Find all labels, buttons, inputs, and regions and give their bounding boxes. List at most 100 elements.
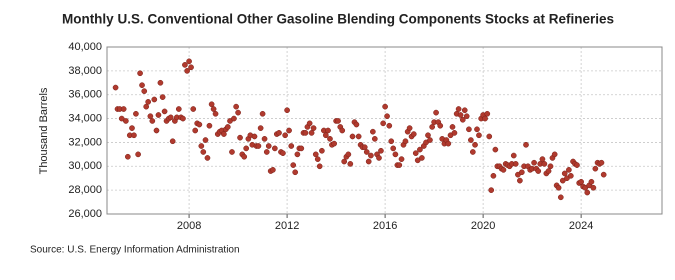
data-point (474, 126, 480, 133)
data-point (437, 122, 444, 129)
data-point (161, 108, 168, 115)
data-point (398, 156, 405, 162)
data-point (231, 115, 237, 122)
data-point (567, 172, 574, 179)
data-point (237, 134, 243, 141)
data-point (137, 70, 143, 77)
data-point (149, 118, 156, 124)
data-point (600, 171, 607, 178)
data-point (396, 162, 403, 168)
data-point (221, 131, 227, 137)
data-point (261, 136, 268, 142)
data-point (212, 110, 219, 117)
data-point (592, 165, 599, 172)
source-note: Source: U.S. Energy Information Administ… (30, 245, 240, 256)
data-point (322, 132, 329, 139)
y-tick-label: 32,000 (68, 136, 102, 148)
data-point (345, 151, 352, 158)
data-point (153, 127, 160, 134)
data-point (294, 151, 301, 158)
data-point (259, 110, 266, 117)
data-point (319, 147, 325, 154)
data-point (353, 121, 360, 128)
data-point (263, 149, 270, 155)
data-point (349, 133, 356, 140)
data-point (531, 159, 537, 166)
data-point (314, 156, 321, 162)
data-point (198, 143, 205, 149)
data-point (578, 178, 584, 185)
data-point (339, 127, 346, 134)
data-point (235, 109, 241, 116)
data-point (406, 125, 413, 131)
data-point (365, 158, 372, 165)
data-point (292, 169, 299, 176)
data-point (325, 127, 331, 134)
data-point (378, 147, 384, 154)
data-point (135, 151, 141, 158)
data-point (451, 130, 458, 136)
data-point (382, 103, 388, 110)
data-point (233, 103, 239, 110)
data-point (118, 115, 125, 122)
x-tick-label: 2016 (373, 220, 397, 232)
y-tick-label: 26,000 (68, 208, 102, 220)
data-point (276, 130, 282, 136)
data-point (371, 136, 378, 142)
data-point (139, 82, 145, 89)
data-point (414, 157, 421, 164)
data-point (190, 106, 197, 112)
data-point (202, 137, 209, 143)
data-point (143, 103, 150, 110)
data-point (312, 151, 319, 158)
data-point (255, 143, 262, 149)
data-point (167, 114, 174, 121)
data-point (210, 106, 217, 112)
data-point (417, 146, 423, 153)
data-point (188, 64, 194, 71)
data-point (145, 99, 152, 105)
data-point (472, 141, 478, 148)
data-point (355, 133, 362, 140)
y-tick-label: 28,000 (68, 184, 102, 196)
data-point (490, 172, 497, 179)
data-point (584, 189, 591, 196)
data-point (457, 112, 464, 118)
data-point (523, 141, 529, 148)
data-point (200, 149, 207, 155)
data-point (469, 149, 476, 155)
data-point (147, 113, 154, 120)
data-point (286, 127, 292, 134)
data-point (427, 137, 433, 143)
data-point (180, 115, 186, 122)
data-point (186, 58, 192, 65)
data-point (384, 113, 390, 120)
data-point (133, 110, 139, 117)
data-point (347, 161, 354, 167)
y-tick-label: 38,000 (68, 65, 102, 77)
data-point (131, 132, 137, 139)
data-point (541, 161, 548, 167)
chart-title: Monthly U.S. Conventional Other Gasoline… (62, 12, 614, 27)
data-point (184, 68, 190, 74)
data-point (412, 150, 419, 157)
data-point (282, 132, 288, 139)
data-point (492, 146, 499, 153)
data-point (545, 168, 552, 174)
data-point (368, 152, 374, 159)
data-point (206, 122, 213, 129)
data-point (500, 167, 507, 173)
data-point (175, 106, 182, 112)
x-tick-label: 2020 (471, 220, 495, 232)
data-point (316, 163, 323, 170)
data-point (288, 143, 295, 149)
data-point (271, 145, 278, 152)
data-point (229, 149, 235, 155)
data-point (512, 161, 519, 167)
data-point (561, 170, 568, 177)
y-tick-label: 34,000 (68, 112, 102, 124)
data-point (555, 184, 562, 191)
data-point (517, 177, 523, 184)
data-point (376, 155, 382, 161)
data-point (196, 121, 203, 128)
